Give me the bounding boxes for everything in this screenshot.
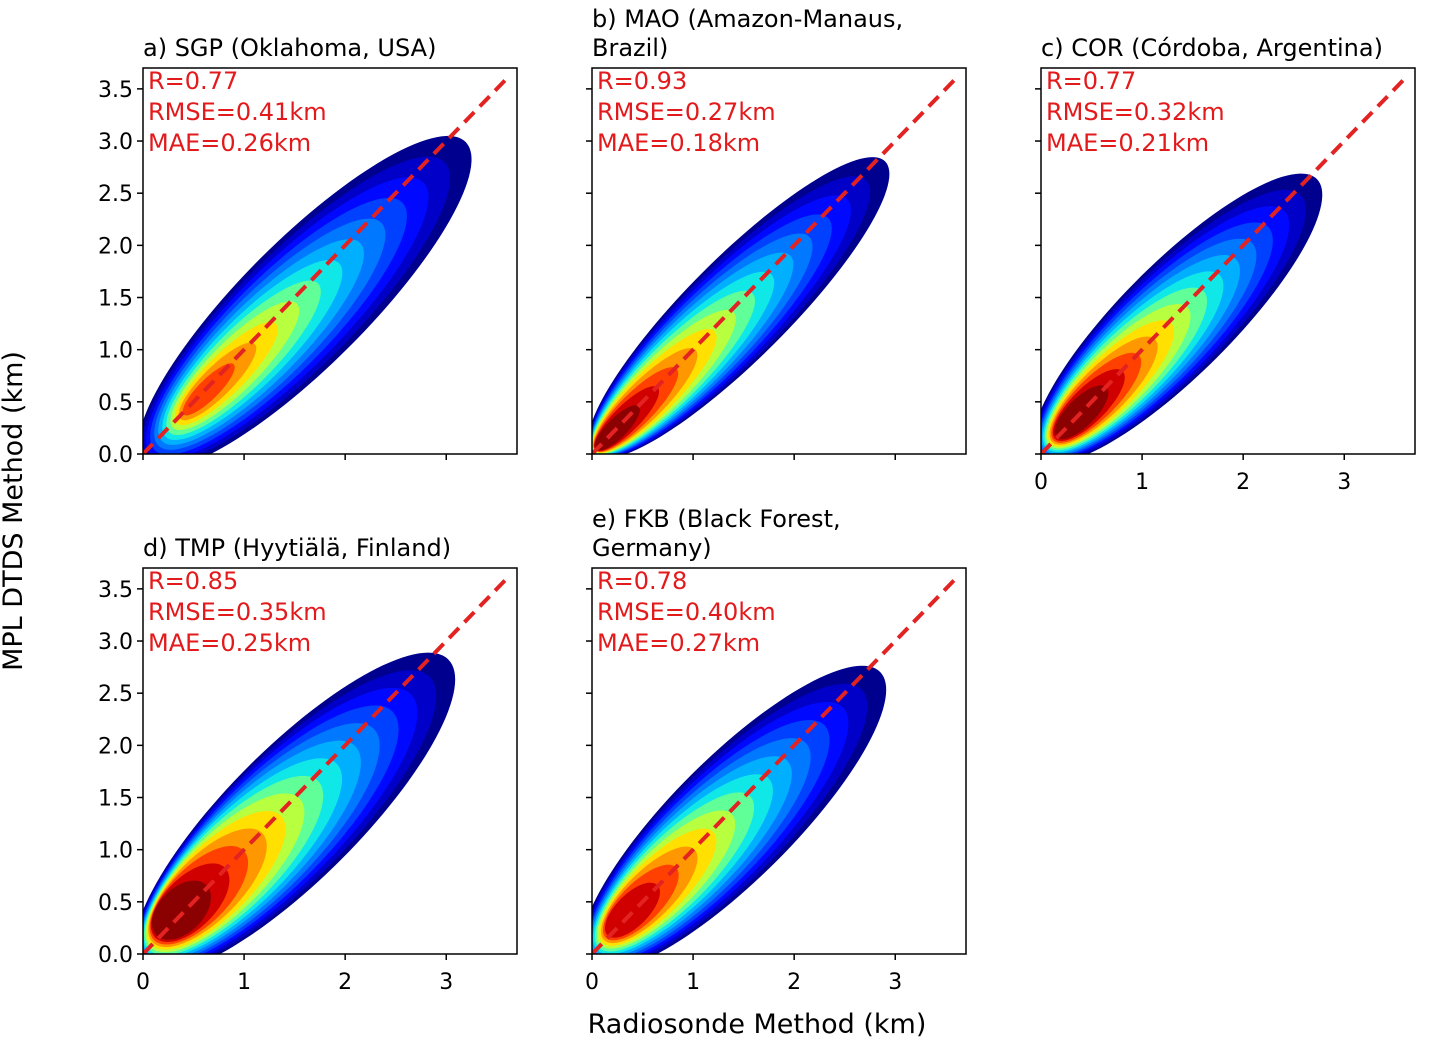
- x-tick-label: 0: [136, 970, 150, 995]
- x-tick-label: 0: [1034, 470, 1048, 495]
- x-tick-label: 1: [686, 970, 700, 995]
- y-tick-label: 2.5: [98, 682, 133, 707]
- stat-annotation: MAE=0.26km: [148, 129, 311, 157]
- stat-annotation: MAE=0.18km: [597, 129, 760, 157]
- panel-title: c) COR (Córdoba, Argentina): [1041, 34, 1383, 62]
- stat-annotation: RMSE=0.27km: [597, 98, 776, 126]
- y-tick-label: 1.0: [98, 339, 133, 364]
- density-field: [592, 78, 957, 454]
- stat-annotation: MAE=0.27km: [597, 629, 760, 657]
- stat-annotation: RMSE=0.40km: [597, 598, 776, 626]
- panel: b) MAO (Amazon-Manaus,Brazil) R=0.93 RMSE=…: [586, 5, 967, 460]
- y-tick-label: 2.0: [98, 734, 133, 759]
- y-tick-label: 0.0: [98, 943, 133, 968]
- stat-annotation: MAE=0.21km: [1046, 129, 1209, 157]
- panel-title: a) SGP (Oklahoma, USA): [143, 34, 436, 62]
- stat-annotation: RMSE=0.35km: [148, 598, 327, 626]
- x-axis-label: Radiosonde Method (km): [588, 1009, 927, 1040]
- density-field: [143, 578, 508, 954]
- density-field: [143, 78, 508, 454]
- y-tick-label: 3.0: [98, 130, 133, 155]
- y-tick-label: 0.5: [98, 891, 133, 916]
- y-tick-label: 0.0: [98, 443, 133, 468]
- stat-annotation: R=0.93: [597, 67, 687, 95]
- stat-annotation: R=0.78: [597, 567, 687, 595]
- stat-annotation: R=0.85: [148, 567, 238, 595]
- x-tick-label: 2: [338, 970, 352, 995]
- x-tick-label: 3: [439, 970, 453, 995]
- x-tick-label: 2: [787, 970, 801, 995]
- stat-annotation: R=0.77: [1046, 67, 1136, 95]
- panel: 0.0 0.5 1.0 1.5 2.0 2.5 3.0 3.5 a) SGP (Oklahoma…: [98, 34, 518, 468]
- axes-frame: [591, 67, 967, 455]
- panel: 0 1 2 3 c) COR (Córdoba, Argentina) R=0.77 RMS…: [1034, 34, 1416, 495]
- y-tick-label: 0.5: [98, 391, 133, 416]
- panel-title: e) FKB (Black Forest,: [592, 505, 841, 533]
- panel: 0 1 2 3 e) FKB (Black Forest,Germany) R=0.78 R…: [585, 505, 967, 995]
- x-tick-label: 2: [1236, 470, 1250, 495]
- y-tick-label: 1.5: [98, 787, 133, 812]
- axes-frame: [142, 567, 518, 955]
- y-tick-label: 1.0: [98, 839, 133, 864]
- x-tick-label: 1: [1135, 470, 1149, 495]
- panel-title: b) MAO (Amazon-Manaus,: [592, 5, 903, 33]
- density-contour: [151, 880, 211, 940]
- axes-frame: [1040, 67, 1416, 455]
- stat-annotation: R=0.77: [148, 67, 238, 95]
- x-tick-label: 3: [888, 970, 902, 995]
- density-field: [1041, 78, 1406, 454]
- panel-title: d) TMP (Hyytiälä, Finland): [143, 534, 451, 562]
- y-tick-label: 2.5: [98, 182, 133, 207]
- x-tick-label: 1: [237, 970, 251, 995]
- axes-frame: [142, 67, 518, 455]
- y-tick-label: 3.5: [98, 78, 133, 103]
- stat-annotation: RMSE=0.32km: [1046, 98, 1225, 126]
- stat-annotation: MAE=0.25km: [148, 629, 311, 657]
- y-tick-label: 3.5: [98, 578, 133, 603]
- density-field: [592, 578, 957, 954]
- stat-annotation: RMSE=0.41km: [148, 98, 327, 126]
- panel-title: Germany): [592, 534, 712, 562]
- y-tick-label: 3.0: [98, 630, 133, 655]
- x-tick-label: 0: [585, 970, 599, 995]
- axes-frame: [591, 567, 967, 955]
- y-tick-label: 2.0: [98, 234, 133, 259]
- panel-title: Brazil): [592, 34, 668, 62]
- x-tick-label: 3: [1337, 470, 1351, 495]
- panel: 0 1 2 3 0.0 0.5 1.0 1.5 2.0 2.5 3.0 3.5 d) TMP (Hyyt…: [98, 534, 518, 995]
- y-tick-label: 1.5: [98, 287, 133, 312]
- y-axis-label: MPL DTDS Method (km): [0, 351, 29, 671]
